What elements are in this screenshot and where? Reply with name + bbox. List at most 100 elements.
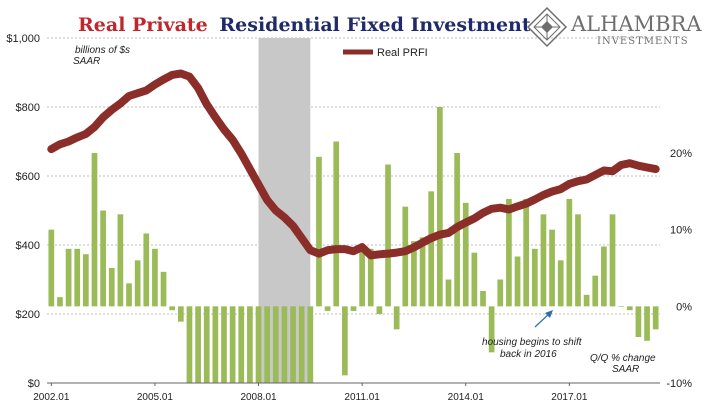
x-tick-label-2: 2008.01 — [240, 392, 277, 403]
bar-14 — [169, 306, 176, 311]
bar-37 — [367, 248, 374, 307]
x-axis-ticks: 2002.01 2005.01 2008.01 2011.01 2014.01 2017.… — [33, 383, 588, 403]
bar-38 — [376, 306, 383, 314]
bar-64 — [601, 246, 607, 307]
bar-45 — [436, 107, 443, 307]
bar-52 — [497, 279, 504, 307]
x-tick-label-4: 2014.01 — [448, 392, 485, 403]
chart-title: Real Private Residential Fixed Investmen… — [78, 14, 531, 36]
bar-60 — [566, 199, 573, 307]
bar-31 — [316, 156, 322, 307]
bar-70 — [652, 306, 659, 330]
left-tick-label-3: $600 — [16, 171, 40, 183]
bar-28 — [290, 306, 296, 383]
annotation-text-2: back in 2016 — [500, 349, 557, 360]
bar-22 — [238, 306, 245, 383]
bar-9 — [126, 283, 132, 307]
bar-10 — [134, 260, 141, 307]
bar-6 — [100, 210, 106, 307]
left-tick-label-4: $800 — [16, 102, 40, 114]
bar-19 — [212, 306, 219, 383]
bar-1 — [57, 297, 63, 307]
bar-44 — [428, 191, 435, 307]
bar-68 — [635, 306, 642, 337]
bar-56 — [531, 248, 538, 307]
left-tick-label-0: $0 — [28, 378, 40, 390]
bar-40 — [393, 306, 400, 330]
left-unit-label: billions of $s — [75, 45, 130, 56]
bar-62 — [583, 294, 590, 307]
x-tick-label-1: 2005.01 — [137, 392, 174, 403]
bar-55 — [523, 199, 530, 307]
bar-4 — [83, 254, 89, 307]
bar-32 — [324, 306, 331, 311]
bar-63 — [592, 275, 599, 307]
bar-29 — [298, 306, 305, 383]
bar-66 — [618, 306, 624, 307]
bar-54 — [514, 256, 521, 307]
bar-35 — [350, 306, 357, 311]
right-tick-label-1: 0% — [676, 301, 692, 313]
x-tick-label-5: 2017.01 — [551, 392, 588, 403]
alhambra-logo: ALHAMBRA INVESTMENTS — [526, 6, 702, 48]
line-series-real-prfi — [47, 69, 660, 260]
bar-2 — [65, 248, 72, 307]
bar-57 — [540, 214, 547, 307]
bar-34 — [342, 306, 348, 376]
left-tick-label-5: $1,000 — [6, 33, 40, 45]
bar-21 — [229, 306, 236, 383]
right-axis-ticks: -10% 0% 10% 20% — [666, 148, 692, 390]
x-tick-label-3: 2011.01 — [344, 392, 380, 403]
bar-39 — [385, 164, 391, 307]
bar-24 — [255, 306, 262, 383]
bar-8 — [117, 214, 124, 307]
logo-diamond-icon — [526, 6, 568, 48]
bar-20 — [221, 306, 227, 383]
bar-27 — [281, 306, 288, 383]
bar-53 — [506, 199, 512, 307]
annotation-housing-shift: housing begins to shift back in 2016 — [482, 310, 583, 360]
bar-41 — [402, 206, 409, 307]
bar-12 — [152, 248, 158, 307]
bar-61 — [575, 214, 581, 307]
right-tick-label-3: 20% — [670, 148, 692, 160]
legend-label: Real PRFI — [377, 47, 428, 59]
bar-23 — [247, 306, 253, 383]
right-tick-label-2: 10% — [670, 225, 692, 237]
bar-18 — [203, 306, 210, 383]
bar-58 — [549, 229, 555, 307]
bar-59 — [557, 260, 564, 307]
bar-51 — [488, 306, 495, 353]
bar-36 — [359, 248, 365, 307]
bar-26 — [272, 306, 279, 383]
title-part-1: Real Private — [78, 14, 208, 36]
arrow-head-icon — [545, 310, 553, 318]
bar-15 — [177, 306, 184, 322]
bar-5 — [91, 153, 98, 307]
title-part-2: Residential Fixed Investment — [219, 14, 530, 36]
right-unit-label: Q/Q % change — [590, 353, 656, 364]
bar-13 — [160, 271, 167, 307]
bar-33 — [333, 141, 340, 307]
bar-11 — [143, 233, 150, 307]
left-axis-ticks: $0 $200 $400 $600 $800 $1,000 — [6, 33, 40, 390]
left-unit-label-2: SAAR — [73, 56, 100, 67]
brand-name: ALHAMBRA — [570, 12, 702, 36]
bar-43 — [419, 237, 426, 307]
bar-series-qq-change — [48, 107, 659, 383]
bar-0 — [48, 229, 55, 307]
bar-17 — [195, 306, 201, 383]
bar-67 — [626, 306, 633, 311]
annotation-text-1: housing begins to shift — [482, 337, 583, 348]
right-unit-label-2: SAAR — [612, 364, 639, 375]
bar-48 — [462, 202, 469, 307]
bar-25 — [264, 306, 271, 383]
bar-69 — [644, 306, 650, 341]
x-tick-label-0: 2002.01 — [33, 392, 70, 403]
left-tick-label-2: $400 — [16, 240, 40, 252]
legend: Real PRFI — [343, 47, 428, 59]
left-tick-label-1: $200 — [16, 309, 40, 321]
bar-42 — [411, 241, 417, 307]
bar-50 — [480, 291, 486, 307]
